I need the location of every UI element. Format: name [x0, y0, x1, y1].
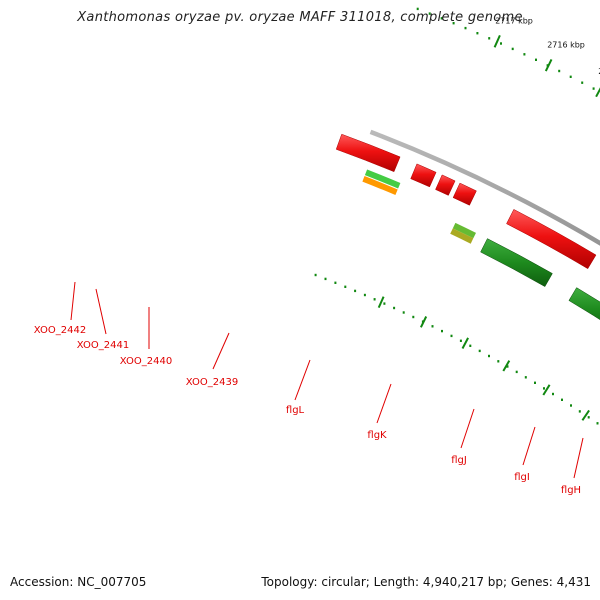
small-gene[interactable] — [362, 176, 398, 195]
inner-scale-dot — [506, 365, 509, 368]
gene-features — [335, 133, 600, 332]
inner-scale-dot — [570, 404, 572, 407]
inner-scale-dot — [324, 277, 327, 281]
major-tick — [595, 87, 600, 98]
inner-major-tick — [581, 409, 590, 421]
gene-leader-line — [522, 426, 536, 466]
scale-dot — [569, 75, 572, 78]
inner-scale-dot — [314, 273, 317, 277]
gene-leader-line — [212, 332, 230, 370]
gene-label[interactable]: flgL — [286, 405, 305, 416]
inner-scale-dot — [363, 293, 366, 297]
genome-title: Xanthomonas oryzae pv. oryzae MAFF 31101… — [77, 10, 523, 25]
inner-scale-dot — [534, 381, 536, 384]
inner-scale-dot — [344, 285, 347, 288]
inner-major-tick — [542, 384, 551, 396]
scale-tick-label: 2716 kbp — [547, 41, 585, 50]
inner-scale-dot — [334, 281, 337, 284]
genome-backbone — [369, 129, 600, 246]
scale-dot — [511, 47, 514, 51]
gene-label[interactable]: flgK — [367, 430, 387, 441]
reverse-gene[interactable] — [480, 238, 553, 287]
scale-dot — [452, 22, 455, 25]
scale-dot — [581, 81, 584, 84]
forward-gene[interactable] — [335, 133, 401, 173]
inner-scale-dot — [459, 339, 462, 342]
scale-dot — [440, 17, 443, 20]
scale-dot — [464, 26, 467, 30]
scale-tick-label: 2717 kbp — [495, 17, 533, 26]
gene-leader-line — [70, 281, 76, 321]
inner-scale-dot — [587, 416, 590, 419]
inner-scale-dot — [354, 289, 357, 293]
inner-scale-dot — [412, 315, 415, 319]
inner-scale-dot — [515, 370, 518, 374]
inner-scale-dot — [552, 392, 554, 396]
inner-scale-dot — [543, 387, 545, 390]
inner-scale-dot — [524, 376, 527, 379]
inner-scale-dot — [450, 334, 453, 338]
gene-labels: XOO_2442 XOO_2441 XOO_2440 XOO_2439 flgL flgK… — [34, 281, 584, 496]
gene-label[interactable]: flgI — [514, 472, 530, 483]
inner-major-tick — [377, 296, 385, 309]
inner-major-tick — [461, 337, 469, 349]
scale-dot — [500, 42, 502, 45]
forward-gene[interactable] — [506, 209, 597, 270]
inner-scale-dot — [561, 398, 563, 401]
scale-dot — [535, 58, 537, 61]
inner-scale-dot — [383, 302, 386, 305]
inner-scale-dot — [497, 360, 500, 363]
scale-dot — [592, 87, 595, 90]
inner-scale-dot — [488, 354, 490, 358]
genome-summary: Topology: circular; Length: 4,940,217 bp… — [261, 575, 591, 589]
inner-scale-dot — [596, 422, 599, 425]
reverse-gene[interactable] — [568, 287, 600, 332]
inner-scale-dot — [373, 298, 376, 301]
gene-label[interactable]: flgH — [561, 485, 581, 496]
scale-dot — [488, 37, 491, 40]
forward-gene[interactable] — [435, 174, 456, 196]
scale-dot — [523, 53, 526, 56]
scale-dot — [416, 7, 419, 11]
gene-leader-line — [95, 288, 107, 335]
inner-scale-dot — [478, 349, 481, 353]
gene-label[interactable]: XOO_2439 — [186, 377, 238, 388]
small-gene[interactable] — [452, 222, 476, 239]
backbone-ring — [369, 129, 600, 246]
forward-gene[interactable] — [452, 182, 477, 206]
forward-gene[interactable] — [410, 163, 437, 188]
inner-scale-dot — [402, 311, 405, 314]
gene-label[interactable]: flgJ — [451, 455, 467, 466]
inner-major-tick — [420, 316, 428, 328]
major-tick — [493, 34, 501, 48]
inner-scale-dot — [469, 344, 472, 347]
major-tick — [544, 58, 553, 72]
scale-tick-label: 2715 kbp — [598, 67, 600, 76]
small-gene[interactable] — [364, 169, 401, 189]
inner-scale-dot — [431, 325, 434, 328]
gene-label[interactable]: XOO_2440 — [120, 356, 172, 367]
scale-dot — [476, 32, 479, 35]
small-gene[interactable] — [450, 228, 474, 244]
accession-label: Accession: NC_007705 — [10, 575, 147, 589]
inner-scale-dot — [578, 410, 581, 413]
inner-major-tick — [502, 360, 511, 372]
scale-dot — [428, 12, 431, 15]
gene-label[interactable]: XOO_2441 — [77, 340, 129, 351]
gene-leader-line — [460, 408, 475, 449]
gene-leader-line — [294, 359, 311, 401]
scale-dot — [558, 69, 561, 73]
inner-scale-dot — [393, 306, 396, 310]
gene-label[interactable]: XOO_2442 — [34, 325, 86, 336]
gene-leader-line — [376, 383, 392, 424]
gene-leader-line — [573, 437, 584, 479]
inner-scale-dot — [441, 329, 443, 333]
